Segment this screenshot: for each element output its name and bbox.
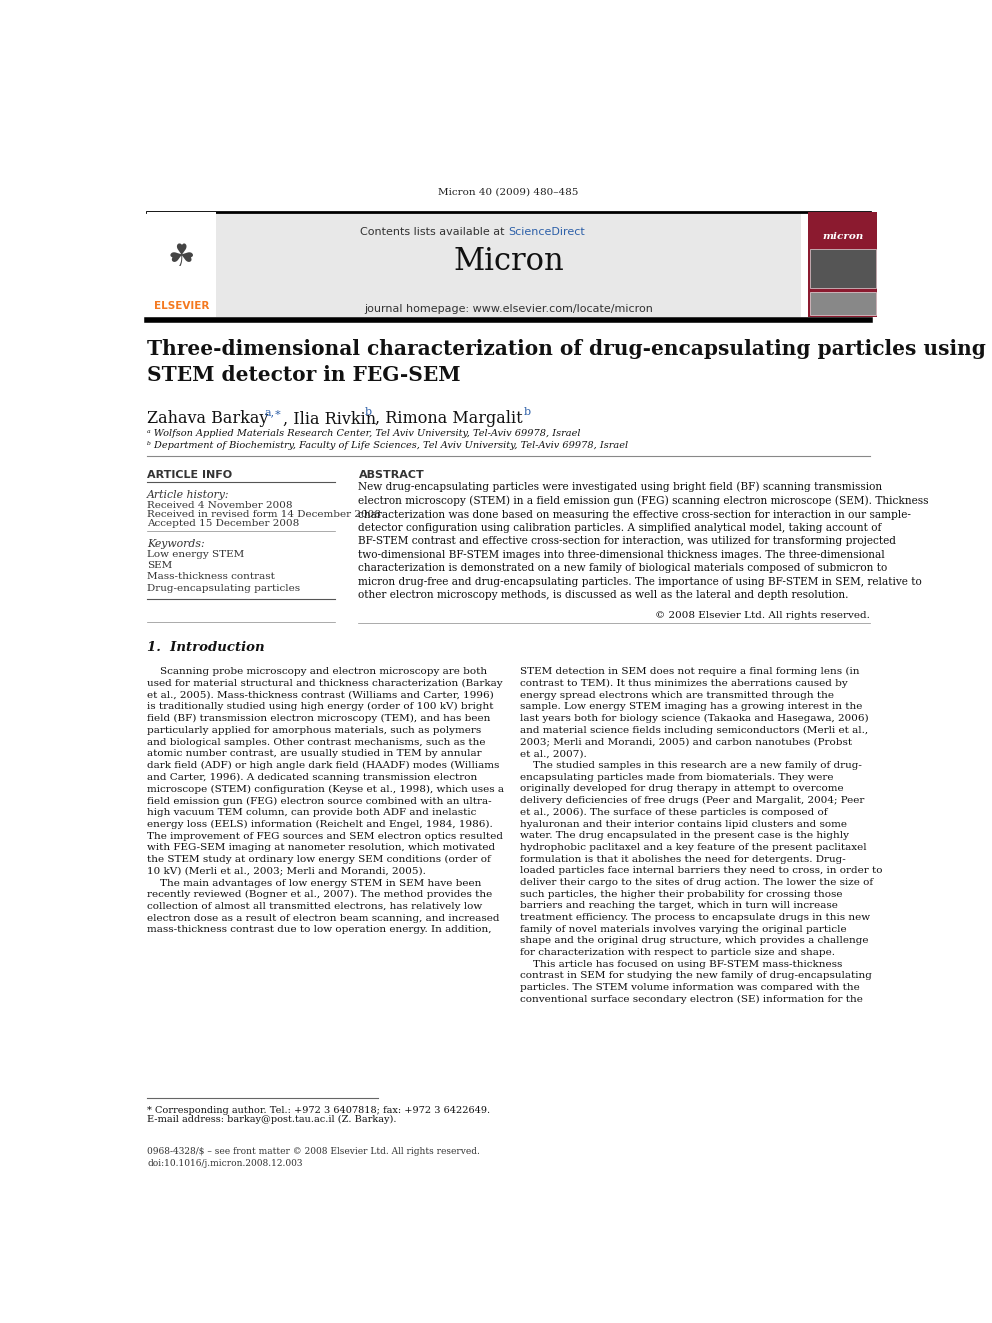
- Text: journal homepage: www.elsevier.com/locate/micron: journal homepage: www.elsevier.com/locat…: [364, 304, 653, 315]
- Text: Low energy STEM: Low energy STEM: [147, 550, 244, 558]
- Text: ELSEVIER: ELSEVIER: [154, 302, 209, 311]
- Text: Received 4 November 2008: Received 4 November 2008: [147, 501, 293, 511]
- Text: ScienceDirect: ScienceDirect: [509, 228, 585, 237]
- Bar: [808, 212, 878, 316]
- Text: SEM: SEM: [147, 561, 173, 570]
- Text: 1.  Introduction: 1. Introduction: [147, 640, 265, 654]
- Text: ᵇ Department of Biochemistry, Faculty of Life Sciences, Tel Aviv University, Tel: ᵇ Department of Biochemistry, Faculty of…: [147, 441, 628, 450]
- Text: Article history:: Article history:: [147, 490, 229, 500]
- Text: * Corresponding author. Tel.: +972 3 6407818; fax: +972 3 6422649.: * Corresponding author. Tel.: +972 3 640…: [147, 1106, 490, 1115]
- Text: b: b: [365, 407, 372, 417]
- Bar: [809, 250, 876, 288]
- Text: ABSTRACT: ABSTRACT: [358, 471, 425, 480]
- Text: New drug-encapsulating particles were investigated using bright field (BF) scann: New drug-encapsulating particles were in…: [358, 482, 929, 599]
- Text: Scanning probe microscopy and electron microscopy are both
used for material str: Scanning probe microscopy and electron m…: [147, 667, 504, 934]
- Text: 0968-4328/$ – see front matter © 2008 Elsevier Ltd. All rights reserved.
doi:10.: 0968-4328/$ – see front matter © 2008 El…: [147, 1147, 480, 1168]
- Text: Keywords:: Keywords:: [147, 538, 204, 549]
- Bar: [147, 212, 216, 315]
- Bar: [216, 212, 801, 316]
- Text: ARTICLE INFO: ARTICLE INFO: [147, 471, 232, 480]
- Text: © 2008 Elsevier Ltd. All rights reserved.: © 2008 Elsevier Ltd. All rights reserved…: [655, 611, 870, 620]
- Text: , Rimona Margalit: , Rimona Margalit: [375, 410, 522, 427]
- Bar: [809, 292, 876, 315]
- Text: , Ilia Rivkin: , Ilia Rivkin: [283, 410, 376, 427]
- Text: Micron 40 (2009) 480–485: Micron 40 (2009) 480–485: [438, 188, 578, 196]
- Text: STEM detection in SEM does not require a final forming lens (in
contrast to TEM): STEM detection in SEM does not require a…: [520, 667, 883, 1004]
- Text: Mass-thickness contrast: Mass-thickness contrast: [147, 573, 275, 581]
- Text: Drug-encapsulating particles: Drug-encapsulating particles: [147, 583, 301, 593]
- Text: Contents lists available at: Contents lists available at: [360, 228, 509, 237]
- Text: ☘: ☘: [168, 243, 195, 273]
- Text: ᵃ Wolfson Applied Materials Research Center, Tel Aviv University, Tel-Aviv 69978: ᵃ Wolfson Applied Materials Research Cen…: [147, 429, 580, 438]
- Text: Accepted 15 December 2008: Accepted 15 December 2008: [147, 520, 300, 528]
- Text: E-mail address: barkay@post.tau.ac.il (Z. Barkay).: E-mail address: barkay@post.tau.ac.il (Z…: [147, 1115, 397, 1125]
- Text: b: b: [524, 407, 531, 417]
- Text: micron: micron: [822, 232, 863, 241]
- Text: Micron: Micron: [453, 246, 563, 278]
- Text: a,∗: a,∗: [265, 407, 283, 417]
- Text: Received in revised form 14 December 2008: Received in revised form 14 December 200…: [147, 511, 381, 519]
- Text: Three-dimensional characterization of drug-encapsulating particles using
STEM de: Three-dimensional characterization of dr…: [147, 339, 986, 385]
- Text: Zahava Barkay: Zahava Barkay: [147, 410, 269, 427]
